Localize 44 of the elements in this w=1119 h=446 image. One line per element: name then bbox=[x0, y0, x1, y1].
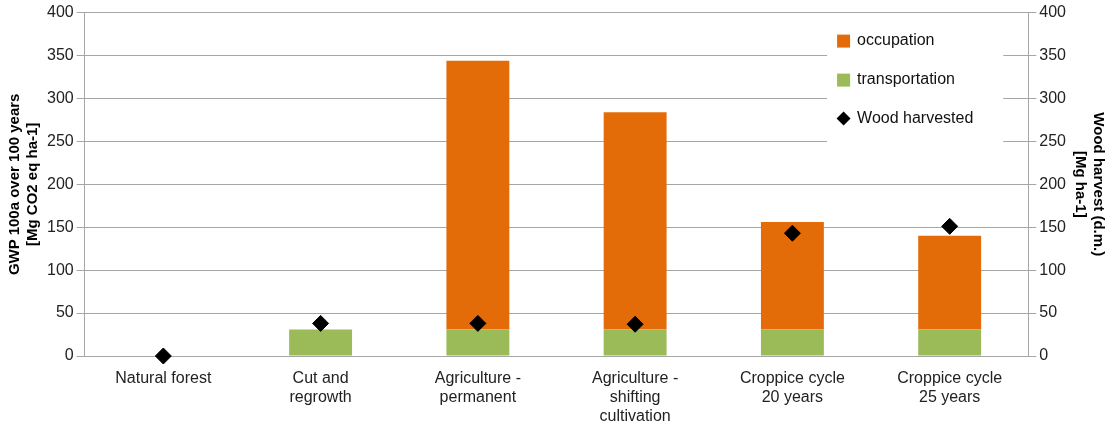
y2-tick-label: 100 bbox=[1039, 260, 1067, 278]
y2-tick-label: 150 bbox=[1039, 217, 1067, 235]
y-tick-label: 200 bbox=[46, 174, 74, 192]
point bbox=[154, 347, 172, 365]
bar bbox=[918, 329, 982, 356]
point bbox=[783, 224, 801, 242]
bar bbox=[603, 112, 667, 330]
bar bbox=[289, 329, 353, 356]
y-tick-label: 250 bbox=[46, 131, 74, 149]
y2-tick-label: 250 bbox=[1039, 131, 1067, 149]
bar bbox=[603, 329, 667, 356]
y-tick-label: 0 bbox=[64, 346, 74, 364]
point bbox=[469, 314, 487, 332]
x-tick-label: Agriculture - permanent bbox=[434, 369, 521, 406]
x-tick-label: Cut and regrowth bbox=[289, 369, 352, 406]
y2-tick-label: 400 bbox=[1039, 3, 1067, 21]
legend-label: transportation bbox=[857, 70, 955, 88]
y-tick-label: 350 bbox=[46, 45, 74, 63]
legend-label: Wood harvested bbox=[857, 109, 974, 127]
y2-tick-label: 200 bbox=[1039, 174, 1067, 192]
x-tick-label: Croppice cycle 20 years bbox=[739, 369, 845, 406]
y-tick-label: 100 bbox=[46, 260, 74, 278]
x-tick-label: Agriculture - shifting cultivation bbox=[592, 369, 679, 425]
y2-tick-label: 50 bbox=[1039, 303, 1058, 321]
x-tick-label: Croppice cycle 25 years bbox=[897, 369, 1003, 406]
y-tick-label: 300 bbox=[46, 88, 74, 106]
legend-label: occupation bbox=[857, 31, 935, 49]
y-tick-label: 150 bbox=[46, 217, 74, 235]
point bbox=[941, 217, 959, 235]
y-axis-title: GWP 100a over 100 years [Mg CO2 eq ha-1] bbox=[5, 93, 41, 276]
bar bbox=[446, 60, 510, 330]
bar bbox=[760, 222, 824, 330]
y2-axis-title: Wood harvest (d.m.) [Mg ha-1] bbox=[1072, 112, 1108, 257]
point bbox=[626, 315, 644, 333]
point bbox=[312, 314, 330, 332]
y2-tick-label: 300 bbox=[1039, 88, 1067, 106]
x-tick-label: Natural forest bbox=[115, 369, 212, 387]
y-tick-label: 400 bbox=[46, 3, 74, 21]
bar bbox=[918, 235, 982, 330]
y-tick-label: 50 bbox=[55, 303, 74, 321]
y2-tick-label: 0 bbox=[1039, 346, 1049, 364]
y2-tick-label: 350 bbox=[1039, 45, 1067, 63]
bar bbox=[446, 329, 510, 356]
bar bbox=[760, 329, 824, 356]
